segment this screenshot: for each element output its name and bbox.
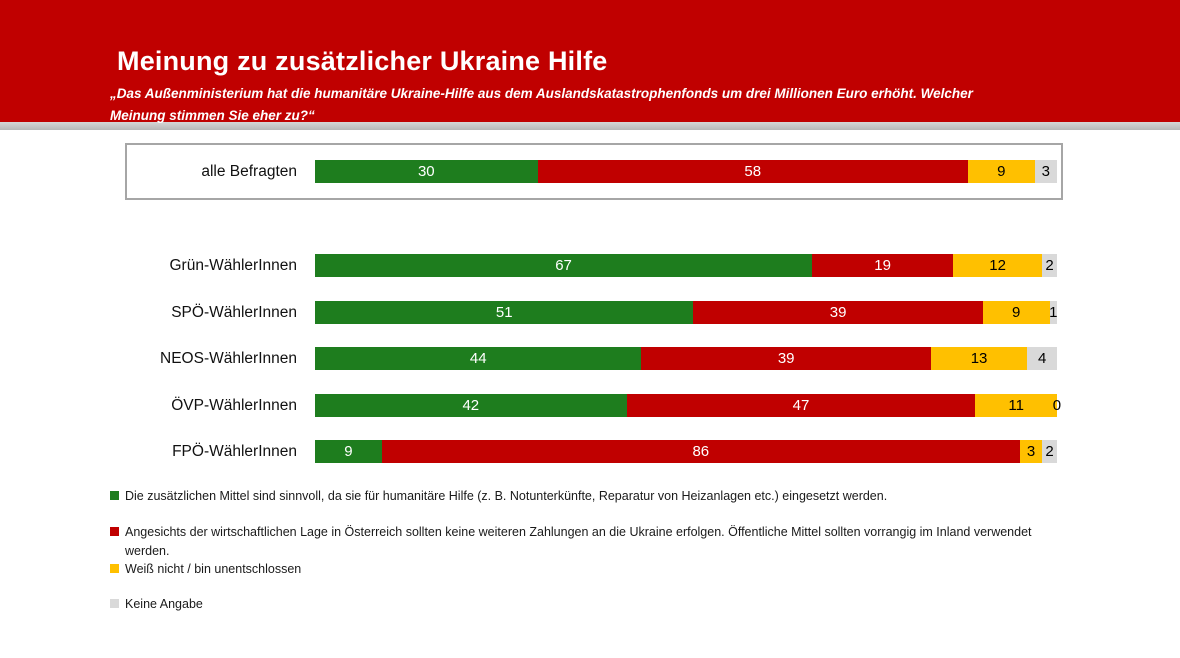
bar-segment-keine-angabe: 3 xyxy=(1034,160,1057,183)
bar-segment-weiss-nicht: 13 xyxy=(930,347,1028,370)
bar-value-label: 42 xyxy=(462,397,480,414)
legend-label: Angesichts der wirtschaftlichen Lage in … xyxy=(125,525,1032,558)
bar-row: NEOS-WählerInnen 44 39 13 4 xyxy=(0,347,1057,370)
bar-segment-weiss-nicht: 12 xyxy=(953,254,1043,277)
stacked-bar: 42 47 11 0 xyxy=(315,394,1061,417)
category-label: ÖVP-WählerInnen xyxy=(171,397,297,414)
bar-value-label: 11 xyxy=(1008,397,1024,414)
bar-segment-sinnvoll: 44 xyxy=(315,347,642,370)
bar-segment-weiss-nicht: 3 xyxy=(1019,440,1043,463)
bar-value-label: 44 xyxy=(469,350,487,367)
bar-value-label: 9 xyxy=(997,163,1006,180)
legend-label: Weiß nicht / bin unentschlossen xyxy=(125,562,302,576)
stacked-bar: 9 86 3 2 xyxy=(315,440,1057,463)
stacked-bar: 44 39 13 4 xyxy=(315,347,1057,370)
bar-segment-keine-angabe: 2 xyxy=(1042,254,1057,277)
bar-segment-weiss-nicht: 9 xyxy=(982,301,1050,324)
category-label: alle Befragten xyxy=(201,163,297,180)
bar-segment-sinnvoll: 30 xyxy=(315,160,538,183)
bar-row: FPÖ-WählerInnen 9 86 3 2 xyxy=(0,440,1057,463)
bar-value-label: 3 xyxy=(1041,163,1051,180)
bar-value-label: 86 xyxy=(692,443,710,460)
bar-segment-weiss-nicht: 9 xyxy=(967,160,1035,183)
legend-item-sinnvoll: Die zusätzlichen Mittel sind sinnvoll, d… xyxy=(110,487,1062,506)
category-label: FPÖ-WählerInnen xyxy=(172,443,297,460)
bar-segment-keine-zahlungen: 19 xyxy=(812,254,954,277)
bar-value-label: 13 xyxy=(970,350,988,367)
bar-segment-keine-angabe: 2 xyxy=(1042,440,1057,463)
legend-item-weiss-nicht: Weiß nicht / bin unentschlossen xyxy=(110,560,1062,579)
bar-row: ÖVP-WählerInnen 42 47 11 0 xyxy=(0,394,1061,417)
stacked-bar: 51 39 9 1 xyxy=(315,301,1057,324)
bar-value-label: 0 xyxy=(1052,397,1062,414)
bar-value-label: 39 xyxy=(829,304,847,321)
bar-segment-weiss-nicht: 11 xyxy=(975,394,1057,417)
legend-swatch-weiss-nicht xyxy=(110,564,119,573)
bar-value-label: 39 xyxy=(777,350,795,367)
header-divider xyxy=(0,122,1180,130)
bar-segment-keine-zahlungen: 39 xyxy=(641,347,931,370)
bar-segment-sinnvoll: 67 xyxy=(315,254,813,277)
legend-item-keine-angabe: Keine Angabe xyxy=(110,595,1062,614)
bar-row: alle Befragten 30 58 9 3 xyxy=(0,160,1057,183)
bar-segment-keine-angabe: 1 xyxy=(1049,301,1058,324)
bar-segment-keine-zahlungen: 47 xyxy=(626,394,976,417)
stacked-bar: 67 19 12 2 xyxy=(315,254,1057,277)
bar-value-label: 1 xyxy=(1049,304,1058,321)
bar-segment-sinnvoll: 51 xyxy=(315,301,694,324)
bar-value-label: 47 xyxy=(792,397,810,414)
survey-question-subtitle: „Das Außenministerium hat die humanitäre… xyxy=(110,86,973,123)
bar-value-label: 19 xyxy=(874,257,891,274)
bar-segment-keine-zahlungen: 86 xyxy=(381,440,1020,463)
bar-row: Grün-WählerInnen 67 19 12 2 xyxy=(0,254,1057,277)
bar-row: SPÖ-WählerInnen 51 39 9 1 xyxy=(0,301,1057,324)
bar-segment-sinnvoll: 9 xyxy=(315,440,382,463)
bar-value-label: 9 xyxy=(344,443,353,460)
legend-swatch-keine-angabe xyxy=(110,599,119,608)
legend-swatch-keine-zahlungen xyxy=(110,527,119,536)
bar-value-label: 3 xyxy=(1026,443,1036,460)
stacked-bar: 30 58 9 3 xyxy=(315,160,1057,183)
bar-value-label: 4 xyxy=(1037,350,1047,367)
legend-swatch-sinnvoll xyxy=(110,491,119,500)
legend-item-keine-zahlungen: Angesichts der wirtschaftlichen Lage in … xyxy=(110,523,1062,561)
bar-segment-keine-zahlungen: 39 xyxy=(693,301,983,324)
bar-value-label: 67 xyxy=(555,257,572,274)
bar-segment-sinnvoll: 42 xyxy=(315,394,627,417)
legend-label: Keine Angabe xyxy=(125,597,203,611)
bar-value-label: 51 xyxy=(495,304,513,321)
bar-value-label: 2 xyxy=(1045,257,1054,274)
category-label: SPÖ-WählerInnen xyxy=(171,304,297,321)
legend-label: Die zusätzlichen Mittel sind sinnvoll, d… xyxy=(125,489,888,503)
category-label: Grün-WählerInnen xyxy=(169,257,297,274)
header-banner xyxy=(0,0,1180,122)
bar-segment-keine-zahlungen: 58 xyxy=(537,160,968,183)
bar-segment-keine-angabe: 4 xyxy=(1027,347,1057,370)
bar-value-label: 12 xyxy=(989,257,1006,274)
bar-value-label: 30 xyxy=(417,163,435,180)
bar-value-label: 2 xyxy=(1045,443,1054,460)
page-title: Meinung zu zusätzlicher Ukraine Hilfe xyxy=(117,46,608,76)
bar-value-label: 58 xyxy=(744,163,762,180)
category-label: NEOS-WählerInnen xyxy=(160,350,297,367)
bar-value-label: 9 xyxy=(1011,304,1021,321)
